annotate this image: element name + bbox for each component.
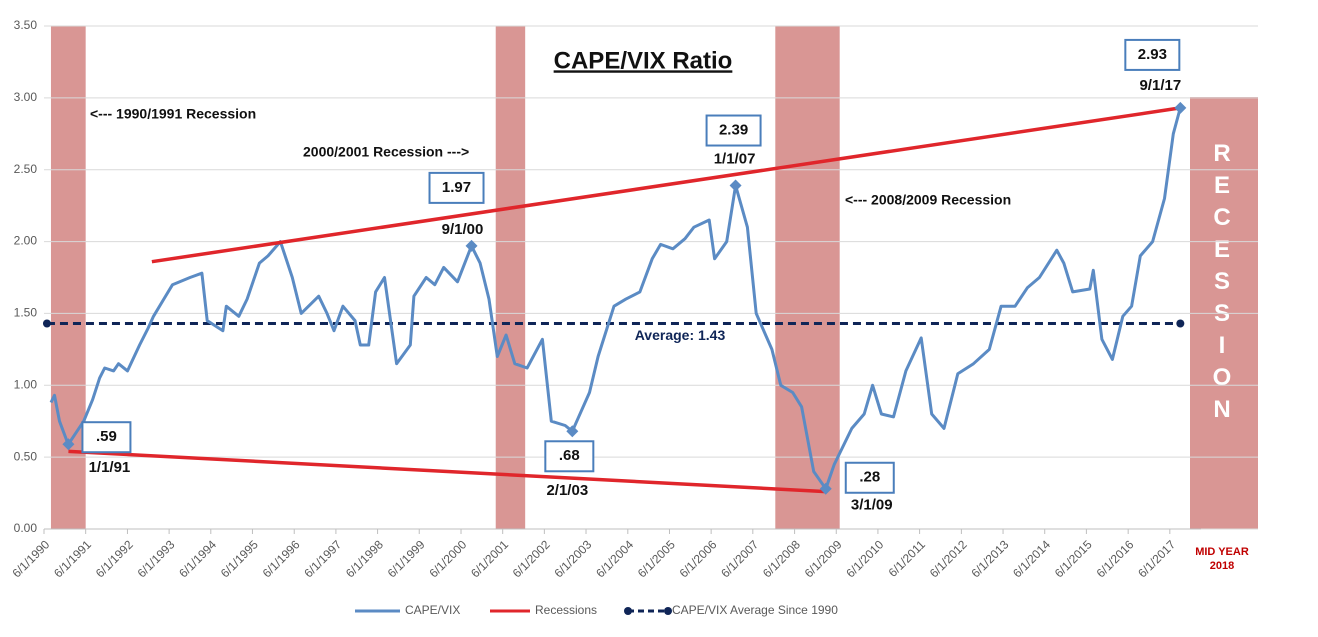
legend-label: CAPE/VIX Average Since 1990	[672, 603, 838, 617]
callout-box	[81, 421, 132, 454]
callout-date: 3/1/09	[851, 497, 893, 514]
callout-box	[428, 171, 485, 204]
average-dot	[1176, 319, 1185, 328]
y-tick-label: 1.50	[14, 306, 38, 320]
legend-dot	[624, 607, 632, 615]
annotation: 2000/2001 Recession --->	[303, 144, 469, 160]
callout-marker	[62, 438, 75, 451]
side-box-label: MID YEAR	[1195, 546, 1249, 558]
average-label: Average: 1.43	[635, 327, 726, 343]
callout-value: .28	[859, 469, 880, 486]
side-box-label: 2018	[1210, 560, 1234, 572]
callout-value: .68	[559, 447, 580, 464]
legend-label: CAPE/VIX	[405, 603, 460, 617]
callout-marker	[566, 425, 579, 438]
legend-label: Recessions	[535, 603, 597, 617]
side-recession-text: RECESSION	[1209, 140, 1236, 428]
callout-value: 1.97	[442, 179, 471, 196]
callout-marker	[729, 179, 742, 192]
callout-box	[544, 440, 595, 473]
callout-marker	[1174, 101, 1187, 114]
recession-band	[775, 26, 840, 529]
callout-value: .59	[96, 428, 117, 445]
callout-date: 9/1/00	[442, 221, 484, 238]
recession-band	[495, 26, 526, 529]
annotation: <--- 1990/1991 Recession	[90, 106, 256, 122]
callout-date: 1/1/07	[714, 150, 756, 167]
callout-marker	[465, 239, 478, 252]
trend-line	[68, 449, 826, 494]
callout-date: 2/1/03	[546, 482, 588, 499]
y-tick-label: 1.00	[14, 377, 38, 391]
callout-box	[1124, 38, 1181, 71]
chart-title: CAPE/VIX Ratio	[554, 47, 733, 74]
callout-date: 9/1/17	[1139, 77, 1181, 94]
y-tick-label: 3.00	[14, 90, 38, 104]
trend-line	[151, 106, 1181, 264]
y-tick-label: 2.00	[14, 234, 38, 248]
callout-marker	[819, 482, 832, 495]
legend-dot	[664, 607, 672, 615]
y-tick-label: 2.50	[14, 162, 38, 176]
y-tick-label: 3.50	[14, 18, 38, 32]
y-tick-label: 0.50	[14, 449, 38, 463]
y-tick-label: 0.00	[14, 521, 38, 535]
data-line	[49, 107, 1182, 491]
callout-box	[705, 114, 762, 147]
callout-date: 1/1/91	[89, 459, 131, 476]
average-dot	[42, 319, 51, 328]
annotation: <--- 2008/2009 Recession	[845, 192, 1011, 208]
callout-box	[844, 461, 895, 494]
callout-value: 2.39	[719, 121, 748, 138]
callout-value: 2.93	[1138, 46, 1167, 63]
